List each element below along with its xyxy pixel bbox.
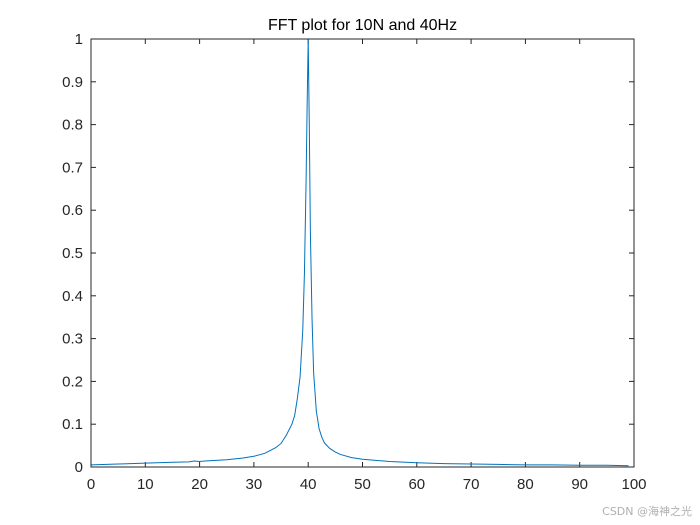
series-line — [90, 38, 629, 467]
y-tick-label: 0.4 — [62, 288, 83, 305]
chart-title: FFT plot for 10N and 40Hz — [268, 17, 457, 34]
axes-box — [90, 38, 635, 468]
y-tick-label: 0.9 — [62, 74, 83, 91]
x-tick-label: 70 — [463, 476, 480, 493]
y-tick-label: 0.7 — [62, 159, 83, 176]
x-tick-label: 90 — [571, 476, 588, 493]
x-tick-label: 30 — [246, 476, 263, 493]
x-tick-label: 100 — [621, 476, 646, 493]
watermark-text: CSDN @海神之光 — [602, 505, 692, 518]
x-tick-label: 40 — [300, 476, 317, 493]
y-tick-label: 0.1 — [62, 416, 83, 433]
y-tick-label: 0.5 — [62, 245, 83, 262]
x-tick-label: 50 — [354, 476, 371, 493]
y-tick-label: 0.3 — [62, 331, 83, 348]
x-tick-label: 20 — [191, 476, 208, 493]
tick-labels-layer: 0 10 20 30 40 50 60 70 80 90 100 0 0.1 0.2 0.3 0.4 0.5 0.… — [62, 31, 646, 493]
x-tick-label: 0 — [87, 476, 95, 493]
y-tick-label: 0.6 — [62, 202, 83, 219]
ticks-layer — [90, 38, 635, 468]
y-tick-label: 1 — [75, 31, 83, 48]
x-tick-label: 60 — [408, 476, 425, 493]
x-tick-label: 10 — [137, 476, 154, 493]
x-tick-label: 80 — [517, 476, 534, 493]
y-tick-label: 0.2 — [62, 373, 83, 390]
y-tick-label: 0.8 — [62, 117, 83, 134]
y-tick-label: 0 — [75, 459, 83, 476]
